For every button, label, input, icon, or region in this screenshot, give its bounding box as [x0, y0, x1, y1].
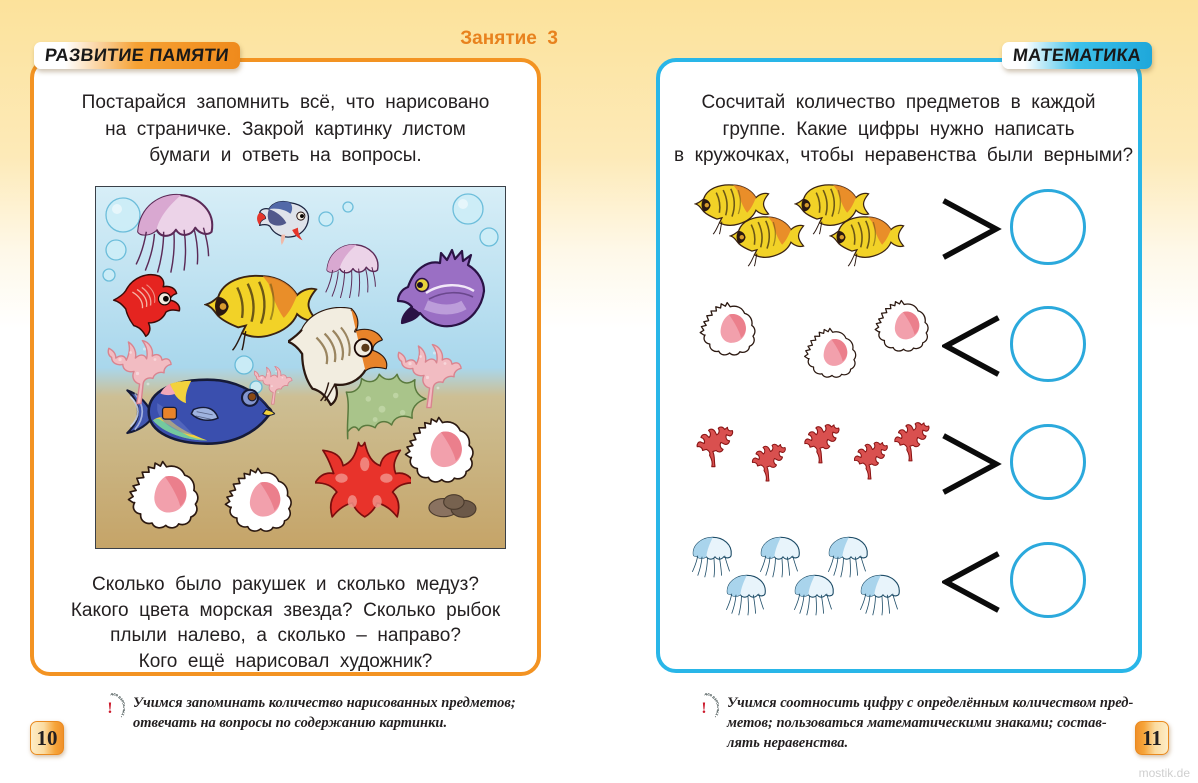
- svg-text:ДЛЯ ВЗРОСЛЫХ •: ДЛЯ ВЗРОСЛЫХ •: [704, 693, 719, 719]
- svg-text:ДЛЯ ВЗРОСЛЫХ •: ДЛЯ ВЗРОСЛЫХ •: [110, 693, 125, 719]
- svg-text:!: !: [107, 700, 112, 717]
- svg-text:!: !: [701, 700, 706, 717]
